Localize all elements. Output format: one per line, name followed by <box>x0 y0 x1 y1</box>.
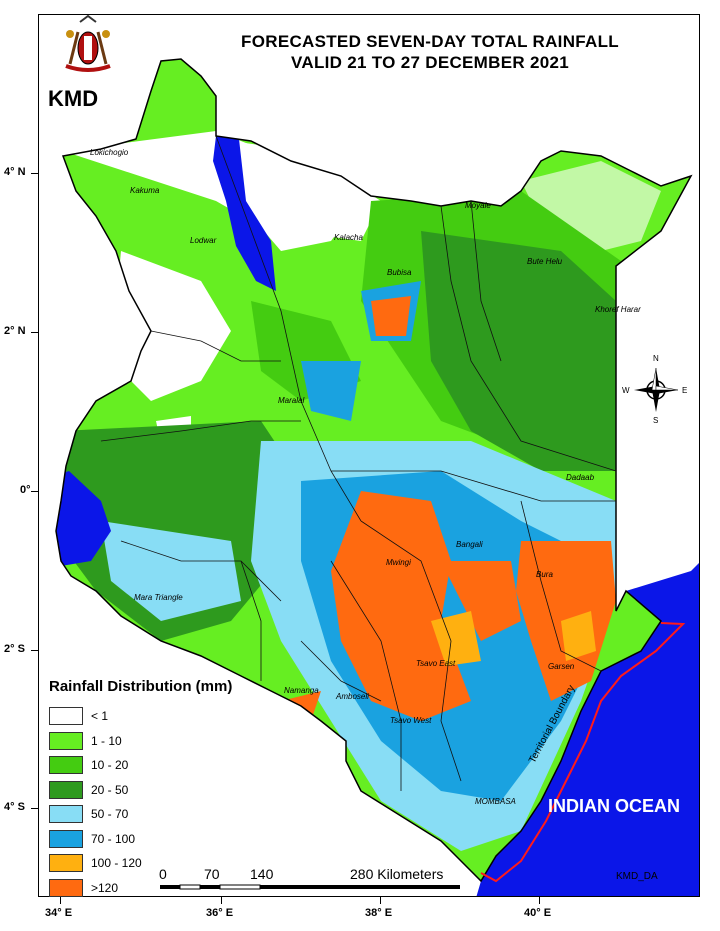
map-credit: KMD_DA <box>616 871 658 882</box>
place-bute-helu: Bute Helu <box>527 257 563 266</box>
lat-label-0: 0° <box>20 484 31 496</box>
legend-label: 10 - 20 <box>91 758 129 772</box>
lat-label-2n: 2° N <box>4 325 26 337</box>
place-bura: Bura <box>536 570 553 579</box>
place-amboseli: Amboseli <box>336 692 369 701</box>
place-kalacha: Kalacha <box>334 233 363 242</box>
coat-of-arms-logo <box>65 14 111 72</box>
place-bangali: Bangali <box>456 540 483 549</box>
territorial-boundary <box>480 622 686 883</box>
legend-swatch <box>49 756 83 774</box>
scale-label-70: 70 <box>204 866 220 882</box>
legend-swatch <box>49 780 83 799</box>
legend-swatch <box>49 707 83 725</box>
compass-s: S <box>653 416 659 425</box>
place-mombasa: MOMBASA <box>475 797 516 806</box>
lat-label-2s: 2° S <box>4 643 25 655</box>
lon-label-36e: 36° E <box>206 907 234 919</box>
compass-icon <box>634 367 679 412</box>
lat-tick <box>31 332 38 333</box>
place-bubisa: Bubisa <box>387 268 412 277</box>
legend-swatch <box>49 878 83 897</box>
lon-label-40e: 40° E <box>524 907 552 919</box>
agency-name: KMD <box>48 86 99 111</box>
compass-n: N <box>653 354 659 363</box>
lat-label-4s: 4° S <box>4 801 25 813</box>
place-tsavo-east: Tsavo East <box>416 659 456 668</box>
lon-label-34e: 34° E <box>45 907 73 919</box>
place-moyale: Moyale <box>465 201 491 210</box>
place-dadaab: Dadaab <box>566 473 595 482</box>
place-kakuma: Kakuma <box>130 186 160 195</box>
lat-label-4n: 4° N <box>4 166 26 178</box>
place-lodwar: Lodwar <box>190 236 217 245</box>
place-mara-triangle: Mara Triangle <box>134 593 183 602</box>
legend-swatch <box>49 829 83 848</box>
place-lokichogio: Lokichogio <box>90 148 129 157</box>
county-boundaries <box>100 135 617 791</box>
scale-bar <box>160 884 460 890</box>
scale-label-0: 0 <box>159 866 167 882</box>
place-khoref-harar: Khoref Harar <box>595 305 641 314</box>
map-frame <box>38 14 700 897</box>
ocean-label: INDIAN OCEAN <box>548 796 681 816</box>
place-maralal: Maralal <box>278 396 305 405</box>
rainfall-map <box>55 58 699 896</box>
legend-label: 50 - 70 <box>91 807 129 821</box>
legend-title: Rainfall Distribution (mm) <box>49 678 233 695</box>
lat-tick <box>31 491 38 492</box>
legend-label: 1 - 10 <box>91 733 122 748</box>
rainfall-zones <box>56 59 691 881</box>
legend-label: < 1 <box>91 709 109 723</box>
lat-tick <box>31 808 38 809</box>
compass-w: W <box>622 386 630 395</box>
lon-tick <box>539 897 540 904</box>
place-tsavo-west: Tsavo West <box>390 716 432 725</box>
legend-label: 20 - 50 <box>91 782 129 797</box>
indian-ocean-area <box>476 563 699 896</box>
legend-label: 100 - 120 <box>91 856 142 870</box>
place-garsen: Garsen <box>548 662 575 671</box>
lat-tick <box>31 173 38 174</box>
legend-swatch <box>49 805 83 823</box>
place-namanga: Namanga <box>284 686 319 695</box>
scale-label-140: 140 <box>250 866 274 882</box>
lon-tick <box>380 897 381 904</box>
scale-label-280: 280 Kilometers <box>350 866 444 882</box>
lat-tick <box>31 650 38 651</box>
legend-swatch <box>49 854 83 872</box>
lon-tick <box>221 897 222 904</box>
legend-label: 70 - 100 <box>91 831 136 846</box>
lon-label-38e: 38° E <box>365 907 393 919</box>
map-subtitle: VALID 21 TO 27 DECEMBER 2021 <box>291 53 569 72</box>
legend-swatch <box>49 731 83 750</box>
legend-label: >120 <box>91 880 119 895</box>
map-title: FORECASTED SEVEN-DAY TOTAL RAINFALL <box>241 32 619 51</box>
place-mwingi: Mwingi <box>386 558 411 567</box>
lon-tick <box>60 897 61 904</box>
compass-rose: N S E W <box>620 354 692 426</box>
compass-e: E <box>682 386 688 395</box>
